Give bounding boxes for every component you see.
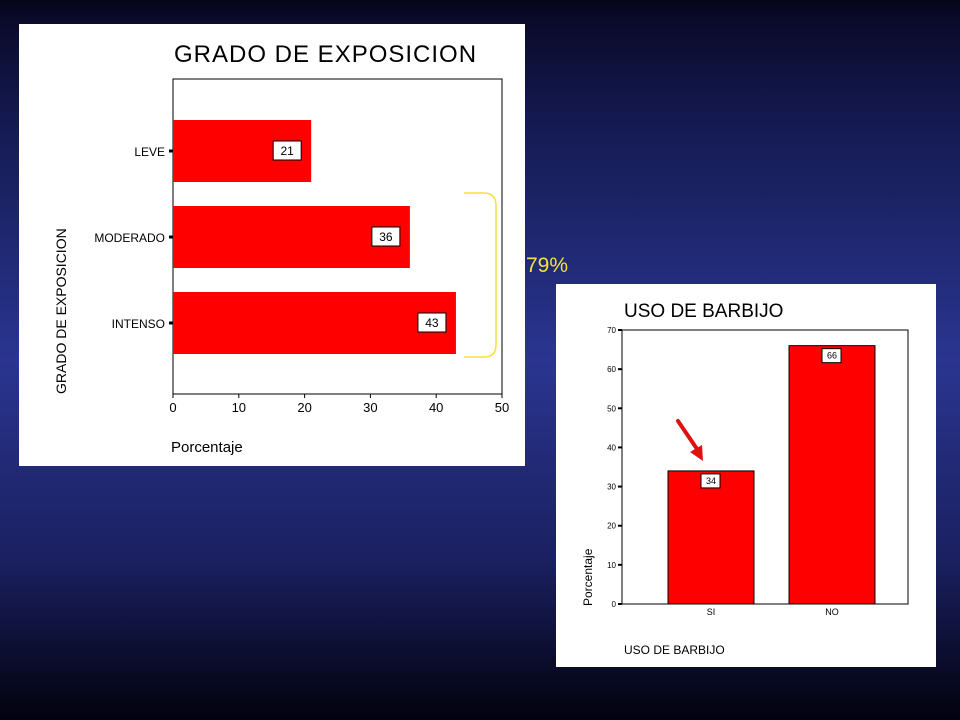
y-tick-label: INTENSO xyxy=(112,317,165,331)
data-label-box xyxy=(700,473,721,489)
x-axis-label: USO DE BARBIJO xyxy=(624,643,725,657)
x-tick-label: NO xyxy=(825,607,839,617)
y-tick-label: 20 xyxy=(607,522,616,531)
y-tick-mark xyxy=(618,446,622,449)
y-tick-mark xyxy=(618,485,622,488)
y-tick-mark xyxy=(169,235,173,239)
bar-no xyxy=(788,345,876,605)
bracket-percentage-label: 79% xyxy=(526,254,569,277)
y-tick-label: MODERADO xyxy=(94,231,165,245)
data-label: 66 xyxy=(827,351,837,361)
x-tick-label: SI xyxy=(707,607,716,617)
chart-grado-exposicion: GRADO DE EXPOSICION LEVE 21 MODERADO 36 INTEN… xyxy=(53,41,509,456)
bar-si xyxy=(667,470,755,605)
x-axis-label: Porcentaje xyxy=(171,439,243,456)
bar-moderado xyxy=(173,206,410,268)
bar-intenso xyxy=(173,292,456,354)
y-tick-label: 10 xyxy=(607,561,616,570)
y-tick-label: 30 xyxy=(607,483,616,492)
y-tick-mark xyxy=(618,368,622,371)
x-tick-label: 30 xyxy=(363,400,377,415)
data-label: 43 xyxy=(425,316,439,330)
y-axis-label: Porcentaje xyxy=(581,548,595,606)
y-tick-label: LEVE xyxy=(134,145,165,159)
data-label: 34 xyxy=(706,476,716,486)
y-tick-label: 60 xyxy=(607,365,616,374)
data-label-box xyxy=(272,140,302,161)
y-tick-mark xyxy=(618,329,622,331)
data-label: 21 xyxy=(281,144,295,158)
y-tick-mark xyxy=(169,321,173,325)
data-label-box xyxy=(371,226,401,247)
chart-panel-grado-exposicion: GRADO DE EXPOSICION LEVE 21 MODERADO 36 INTEN… xyxy=(19,24,525,466)
chart-title: GRADO DE EXPOSICION xyxy=(174,41,477,68)
data-label: 36 xyxy=(379,230,393,244)
x-tick-label: 40 xyxy=(429,400,443,415)
y-tick-mark xyxy=(618,524,622,527)
chart-panel-uso-barbijo: USO DE BARBIJO 0 10 20 30 40 50 60 70 34 SI 66 NO USO… xyxy=(556,284,936,667)
data-label-box xyxy=(417,312,447,333)
x-tick-label: 0 xyxy=(169,400,176,415)
y-tick-label: 40 xyxy=(607,443,616,452)
x-tick-label: 50 xyxy=(495,400,509,415)
x-tick-label: 10 xyxy=(232,400,246,415)
y-tick-mark xyxy=(618,603,622,605)
data-label-box xyxy=(821,348,842,364)
chart-title: USO DE BARBIJO xyxy=(624,301,783,322)
plot-frame xyxy=(621,329,909,605)
y-tick-mark xyxy=(169,149,173,153)
y-axis-label: GRADO DE EXPOSICION xyxy=(53,228,69,394)
y-tick-label: 70 xyxy=(607,326,616,335)
y-tick-mark xyxy=(618,407,622,410)
y-tick-label: 50 xyxy=(607,404,616,413)
chart-uso-barbijo: USO DE BARBIJO 0 10 20 30 40 50 60 70 34 SI 66 NO USO… xyxy=(581,301,909,657)
x-tick-label: 20 xyxy=(297,400,311,415)
y-tick-mark xyxy=(618,563,622,566)
y-tick-label: 0 xyxy=(612,600,617,609)
